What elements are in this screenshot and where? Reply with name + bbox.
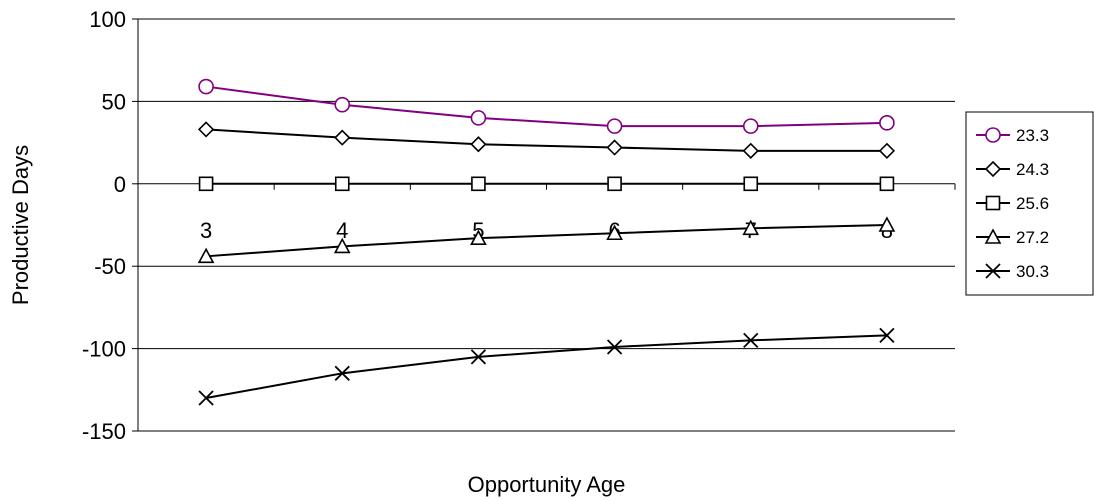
series-30-3 — [198, 327, 895, 406]
data-point — [606, 118, 623, 134]
legend-label: 23.3 — [1016, 126, 1049, 145]
data-point — [607, 176, 622, 192]
data-point — [334, 129, 351, 146]
data-point — [743, 332, 759, 348]
marker-x-stroke — [606, 339, 623, 355]
x-tick-label: 4 — [336, 218, 348, 243]
series-line — [205, 85, 887, 128]
data-point — [606, 139, 623, 156]
x-axis-title: Opportunity Age — [468, 472, 626, 497]
series-23-3 — [198, 78, 895, 134]
y-tick-label: -150 — [82, 419, 126, 444]
legend-item: 23.3 — [976, 126, 1049, 145]
data-point — [470, 349, 487, 365]
legend-label: 25.6 — [1016, 194, 1049, 213]
y-tick-label: -100 — [82, 337, 126, 362]
legend-item: 30.3 — [976, 262, 1049, 281]
data-point — [742, 142, 759, 159]
y-tick-label: 0 — [114, 172, 126, 197]
data-point — [470, 229, 487, 245]
data-point — [606, 339, 623, 355]
series-line — [205, 334, 887, 400]
legend-item: 27.2 — [976, 228, 1049, 247]
marker-triangle — [984, 228, 1002, 244]
legend-item: 24.3 — [976, 160, 1049, 179]
marker-x-stroke — [470, 349, 487, 365]
data-point — [334, 96, 351, 113]
data-point — [878, 142, 896, 159]
data-point — [742, 118, 759, 134]
legend-label: 24.3 — [1016, 160, 1049, 179]
series-25-6 — [198, 176, 895, 192]
data-point — [198, 78, 214, 95]
data-point — [606, 224, 623, 241]
x-tick-label: 3 — [200, 218, 212, 243]
marker-x — [985, 263, 1001, 279]
legend: 23.3 24.3 25.6 27.2 30.3 — [965, 111, 1094, 296]
data-point — [197, 121, 215, 138]
data-point — [879, 115, 895, 131]
marker-diamond — [984, 160, 1002, 178]
y-tick-label: 100 — [89, 7, 126, 32]
marker-x-stroke — [334, 365, 350, 381]
series-27-2 — [197, 216, 896, 264]
data-point — [333, 237, 351, 254]
marker-x-stroke — [879, 327, 895, 344]
series-line — [206, 224, 887, 258]
data-point — [334, 365, 350, 381]
data-point — [198, 176, 214, 192]
data-point — [198, 390, 214, 406]
series-layer — [197, 78, 896, 406]
marker-x-stroke — [743, 332, 759, 348]
data-point — [879, 176, 895, 192]
x-tick-labels: 345678 — [200, 218, 893, 243]
series-24-3 — [197, 121, 896, 159]
data-point — [470, 136, 487, 153]
marker-square — [985, 195, 1001, 211]
data-point — [879, 327, 895, 344]
y-axis-title: Productive Days — [8, 145, 33, 305]
y-tick-label: -50 — [94, 254, 126, 279]
legend-label: 30.3 — [1016, 262, 1049, 281]
marker-x-stroke — [198, 390, 214, 406]
data-point — [334, 176, 350, 192]
gridlines — [138, 18, 955, 432]
marker-circle — [985, 127, 1001, 143]
data-point — [197, 247, 215, 264]
y-tick-labels: 100 50 0 -50 -100 -150 — [82, 7, 126, 444]
data-point — [878, 216, 896, 232]
y-tick-label: 50 — [102, 89, 126, 114]
marker-x-stroke — [985, 263, 1001, 279]
series-line — [206, 128, 887, 152]
data-point — [471, 176, 486, 192]
legend-label: 27.2 — [1016, 228, 1049, 247]
legend-item: 25.6 — [976, 194, 1049, 213]
data-point — [742, 219, 760, 236]
data-point — [743, 176, 759, 192]
axes — [132, 18, 956, 432]
data-point — [470, 110, 487, 126]
